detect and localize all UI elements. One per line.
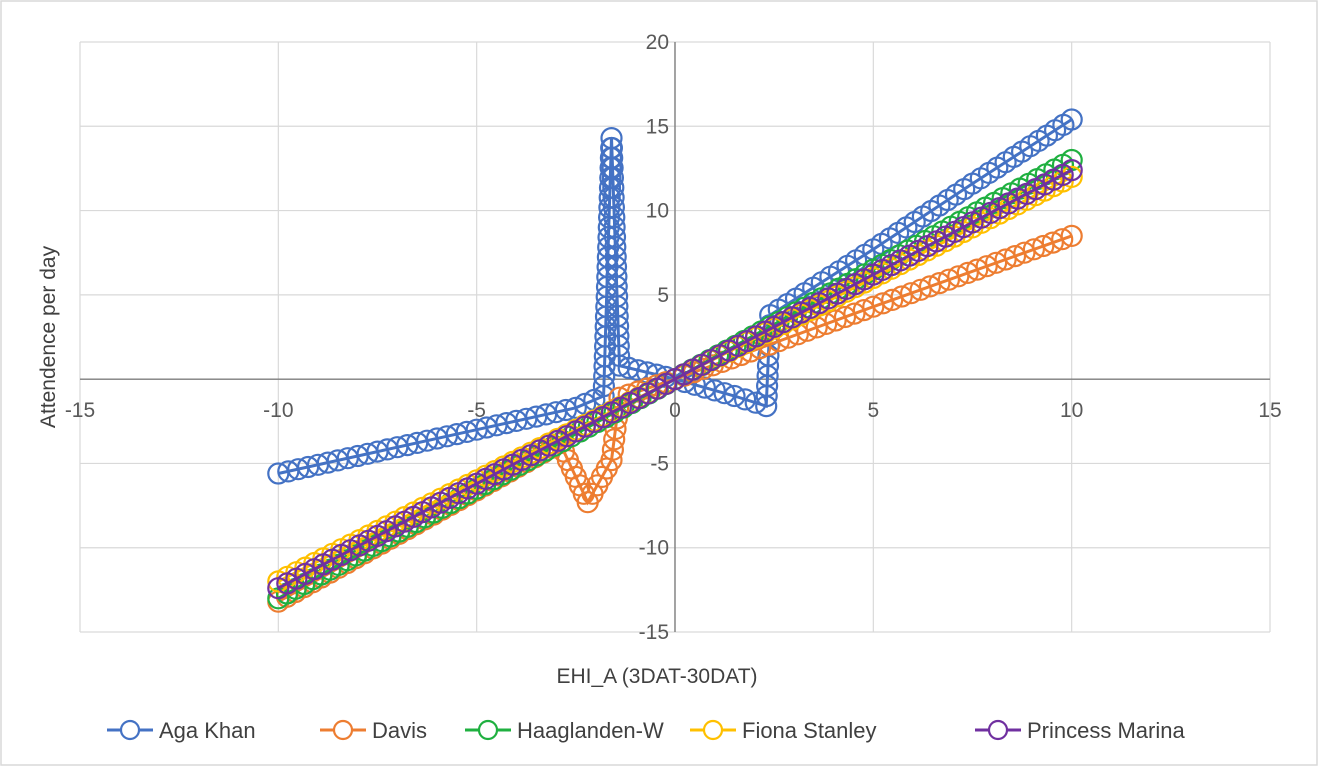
legend-marker — [987, 719, 1009, 741]
x-axis-title: EHI_A (3DAT-30DAT) — [556, 665, 757, 688]
data-point — [975, 255, 998, 278]
data-point — [1051, 228, 1074, 251]
series-0 — [267, 108, 1083, 485]
data-point — [703, 379, 726, 402]
data-point — [824, 309, 847, 332]
data-point — [947, 265, 970, 288]
data-point — [1022, 238, 1046, 261]
data-point — [603, 428, 626, 451]
data-point — [956, 261, 979, 284]
data-point — [852, 299, 876, 322]
data-point — [994, 248, 1017, 271]
legend-label: Davis — [372, 718, 427, 743]
tick-labels: -15 -10 -5 0 5 10 15 -15 -10 -5 5 10 15 20 — [65, 31, 1282, 644]
data-point — [1003, 245, 1027, 268]
legend-label: Haaglanden-W — [517, 718, 664, 743]
legend-label: Fiona Stanley — [742, 718, 877, 743]
data-point — [744, 391, 767, 414]
data-point — [984, 251, 1008, 274]
y-tick-label: -15 — [639, 621, 669, 644]
y-tick-label: -10 — [639, 537, 669, 560]
series-4 — [267, 159, 1083, 600]
x-tick-label: -10 — [263, 399, 293, 422]
x-tick-label: -5 — [467, 399, 486, 422]
data-point — [937, 268, 961, 291]
y-tick-label: 20 — [646, 31, 669, 54]
data-point — [862, 295, 885, 318]
data-point — [928, 272, 951, 295]
data-point — [881, 288, 904, 311]
legend-label: Aga Khan — [159, 718, 256, 743]
data-point — [1060, 159, 1083, 182]
y-tick-label: 15 — [646, 115, 669, 138]
data-point — [899, 282, 923, 305]
data-point — [1060, 108, 1083, 131]
data-point — [1013, 241, 1036, 264]
data-point — [890, 285, 913, 308]
data-point — [600, 449, 623, 472]
legend-item[interactable]: Haaglanden-W — [465, 718, 664, 743]
legend-marker — [477, 719, 499, 741]
legend-item[interactable]: Aga Khan — [107, 718, 256, 743]
data-point — [1060, 224, 1083, 247]
legend[interactable]: Aga Khan Davis Haaglanden-W Fiona Stanley Pr… — [107, 718, 1185, 743]
data-point — [723, 384, 746, 408]
legend-item[interactable]: Davis — [320, 718, 427, 743]
data-point — [966, 258, 989, 281]
y-tick-label: -5 — [650, 452, 669, 475]
data-point — [733, 388, 757, 411]
data-point — [871, 292, 894, 315]
legend-label: Princess Marina — [1027, 718, 1185, 743]
x-tick-label: 15 — [1258, 399, 1281, 422]
legend-item[interactable]: Princess Marina — [975, 718, 1185, 743]
data-point — [1032, 234, 1055, 258]
y-axis-title: Attendence per day — [37, 245, 60, 428]
legend-item[interactable]: Fiona Stanley — [690, 718, 877, 743]
legend-marker — [119, 719, 141, 741]
y-tick-label: 5 — [657, 284, 669, 307]
y-tick-label: 10 — [646, 200, 669, 223]
data-point — [601, 438, 625, 461]
data-point — [713, 382, 736, 405]
data-point — [843, 302, 866, 325]
data-point — [564, 396, 587, 419]
data-point — [833, 305, 857, 329]
x-tick-label: 0 — [669, 399, 681, 422]
x-tick-label: 10 — [1060, 399, 1083, 422]
x-tick-label: 5 — [867, 399, 879, 422]
series-group — [267, 108, 1083, 613]
data-point — [1041, 231, 1064, 254]
data-point — [918, 275, 942, 298]
legend-marker — [332, 719, 354, 741]
x-tick-label: -15 — [65, 399, 95, 422]
legend-marker — [702, 719, 724, 741]
